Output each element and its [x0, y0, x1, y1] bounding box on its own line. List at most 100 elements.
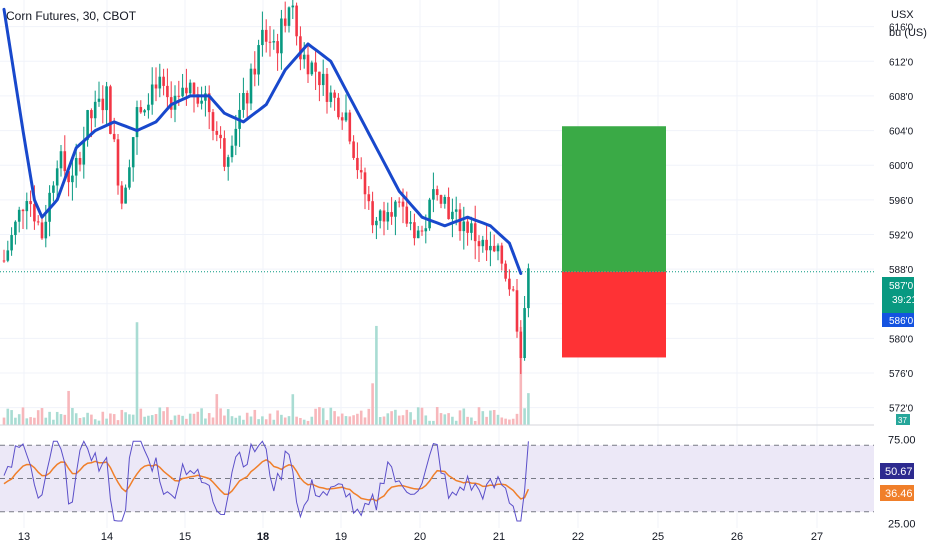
candle-body — [390, 212, 393, 217]
candle-body — [287, 7, 291, 26]
candle-body — [147, 104, 150, 111]
volume-value: 37 — [898, 416, 907, 425]
candle-body — [348, 112, 352, 142]
volume-bar — [109, 413, 112, 425]
volume-bar — [443, 414, 447, 425]
volume-bar — [283, 417, 287, 425]
rsi-tick-label: 75.00 — [888, 434, 916, 446]
volume-bar — [264, 419, 268, 425]
volume-bar — [435, 407, 439, 425]
volume-bar — [447, 413, 450, 425]
volume-bar — [325, 420, 329, 425]
volume-bar — [105, 418, 108, 425]
volume-bar — [416, 407, 420, 425]
volume-bar — [424, 415, 428, 425]
volume-bar — [268, 413, 272, 425]
volume-bar — [363, 417, 367, 425]
time-tick-label: 15 — [179, 531, 191, 543]
rsi-tick-label: 25.00 — [888, 519, 916, 531]
bar-countdown: 39:21 — [892, 295, 917, 306]
candle-body — [276, 41, 279, 54]
volume-bar — [481, 411, 485, 425]
candle-body — [443, 196, 447, 204]
candle-body — [52, 185, 55, 193]
candle-body — [59, 151, 63, 169]
volume-bar — [291, 394, 295, 425]
candle-body — [139, 107, 143, 113]
candle-body — [280, 18, 283, 54]
candle-body — [242, 93, 245, 110]
volume-bar — [223, 415, 226, 425]
candle-body — [515, 290, 519, 332]
volume-bar — [496, 414, 500, 425]
volume-bar — [162, 411, 165, 425]
candle-body — [435, 189, 439, 196]
volume-bar — [139, 408, 143, 425]
candle-body — [310, 62, 314, 75]
price-tick-label: 572'0 — [889, 404, 914, 415]
volume-bar — [386, 413, 390, 425]
volume-bar — [97, 420, 101, 425]
price-tick-label: 608'0 — [889, 92, 914, 103]
volume-bar — [230, 416, 234, 425]
candle-body — [321, 73, 325, 86]
volume-bar — [348, 416, 352, 425]
candle-body — [55, 168, 59, 186]
candle-body — [71, 175, 74, 183]
volume-bar — [147, 415, 150, 425]
volume-bar — [63, 414, 67, 425]
candle-body — [135, 107, 139, 138]
candle-body — [21, 209, 25, 212]
candle-body — [485, 239, 488, 251]
volume-bar — [169, 419, 173, 425]
candle-body — [215, 130, 219, 135]
volume-bar — [287, 416, 291, 425]
rsi-value: 50.67 — [885, 466, 913, 478]
volume-bar — [340, 413, 344, 425]
candle-body — [268, 41, 272, 43]
volume-bar — [432, 420, 435, 425]
candle-body — [500, 245, 504, 264]
candle-body — [477, 241, 481, 247]
volume-bar — [261, 416, 264, 425]
candle-body — [207, 93, 211, 113]
stop-zone[interactable] — [562, 271, 666, 358]
time-axis[interactable]: 13 14 15 18 19 20 21 22 25 26 27 — [18, 531, 823, 543]
long-position-tool[interactable] — [562, 126, 666, 358]
rsi-value-badge — [880, 463, 914, 479]
candle-body — [188, 82, 192, 94]
candle-body — [2, 260, 6, 262]
symbol-title[interactable]: Corn Futures, 30, CBOT — [6, 9, 137, 23]
volume-bar — [150, 415, 154, 425]
volume-bar — [78, 417, 82, 425]
candle-body — [261, 29, 264, 46]
volume-badge — [896, 414, 910, 425]
volume-bar — [33, 417, 36, 425]
volume-bar — [439, 413, 443, 425]
rsi-axis[interactable]: 75.00 25.00 — [888, 434, 916, 530]
time-tick-label: 18 — [257, 531, 269, 543]
candle-body — [249, 68, 253, 104]
candle-body — [109, 86, 112, 134]
candle-body — [177, 95, 181, 97]
candle-body — [200, 100, 203, 104]
candle-body — [504, 263, 507, 279]
price-tick-label: 580'0 — [889, 334, 914, 345]
candle-body — [154, 84, 158, 89]
candle-body — [283, 18, 287, 26]
time-tick-label: 19 — [335, 531, 347, 543]
volume-bar — [310, 416, 314, 425]
volume-bar — [276, 410, 279, 425]
volume-bar — [454, 420, 458, 425]
candle-body — [74, 158, 78, 176]
candle-body — [25, 201, 29, 212]
candle-body — [386, 212, 390, 222]
volume-bar — [67, 390, 70, 425]
volume-bar — [101, 411, 105, 425]
candle-body — [86, 110, 89, 140]
candle-body — [166, 85, 169, 98]
volume-bar — [166, 407, 169, 425]
target-zone[interactable] — [562, 126, 666, 272]
candle-body — [112, 133, 116, 140]
